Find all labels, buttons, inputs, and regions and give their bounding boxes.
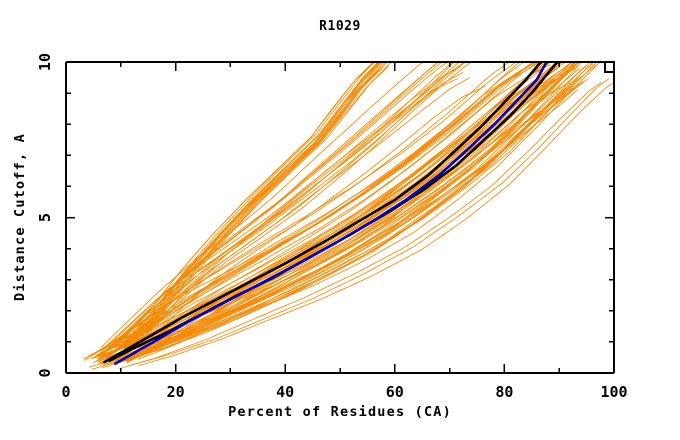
y-axis-title: Distance Cutoff, A [12,133,28,301]
ensemble-curve [136,62,595,355]
ensemble-curve [105,62,562,358]
chart-title: R1029 [319,19,361,34]
ensemble-curve [119,66,384,350]
ensemble-curve [128,78,610,367]
curves-layer [83,62,614,370]
ensemble-curve [103,62,464,350]
ensemble-curve [126,62,612,362]
y-tick-label: 10 [36,53,54,71]
ensemble-curve [101,62,445,348]
ensemble-curve [121,62,565,355]
ensemble-curve [123,62,478,353]
ensemble-curve [128,62,393,349]
x-tick-label: 20 [167,383,185,401]
ensemble-curve [109,63,594,365]
ensemble-curve [116,62,602,364]
ensemble-curve [114,62,379,348]
ensemble-curve [115,78,589,364]
x-tick-label: 0 [61,383,70,401]
reference-structure-blue [114,62,549,365]
ensemble-curve [97,62,583,363]
ensemble-curve [99,62,585,364]
ensemble-curve [138,62,608,355]
ensemble-curve [137,62,610,360]
y-tick-label: 0 [36,368,54,377]
x-tick-label: 60 [386,383,404,401]
x-axis-title: Percent of Residues (CA) [228,404,452,420]
x-tick-label: 80 [495,383,513,401]
y-tick-label: 5 [36,213,54,222]
ensemble-curve [115,62,586,359]
x-tick-label: 100 [600,383,627,401]
ensemble-curve [106,77,470,359]
x-tick-labels: 0 20 40 60 80 100 [61,383,627,401]
reference-structure-black [103,62,543,364]
ensemble-curve [138,82,614,367]
axis-ticks [65,61,615,374]
x-tick-label: 40 [276,383,294,401]
ensemble-curve [123,65,389,350]
ensemble-curve [119,82,602,370]
ensemble-curve [116,69,380,350]
y-tick-labels: 0 5 10 [36,53,54,378]
ensemble-curve [105,62,467,353]
ensemble-curve [124,62,481,350]
ensemble-curve [125,85,486,361]
ensemble-curve [129,62,493,352]
ensemble-curve [120,62,386,348]
ensemble-curve [100,72,464,358]
